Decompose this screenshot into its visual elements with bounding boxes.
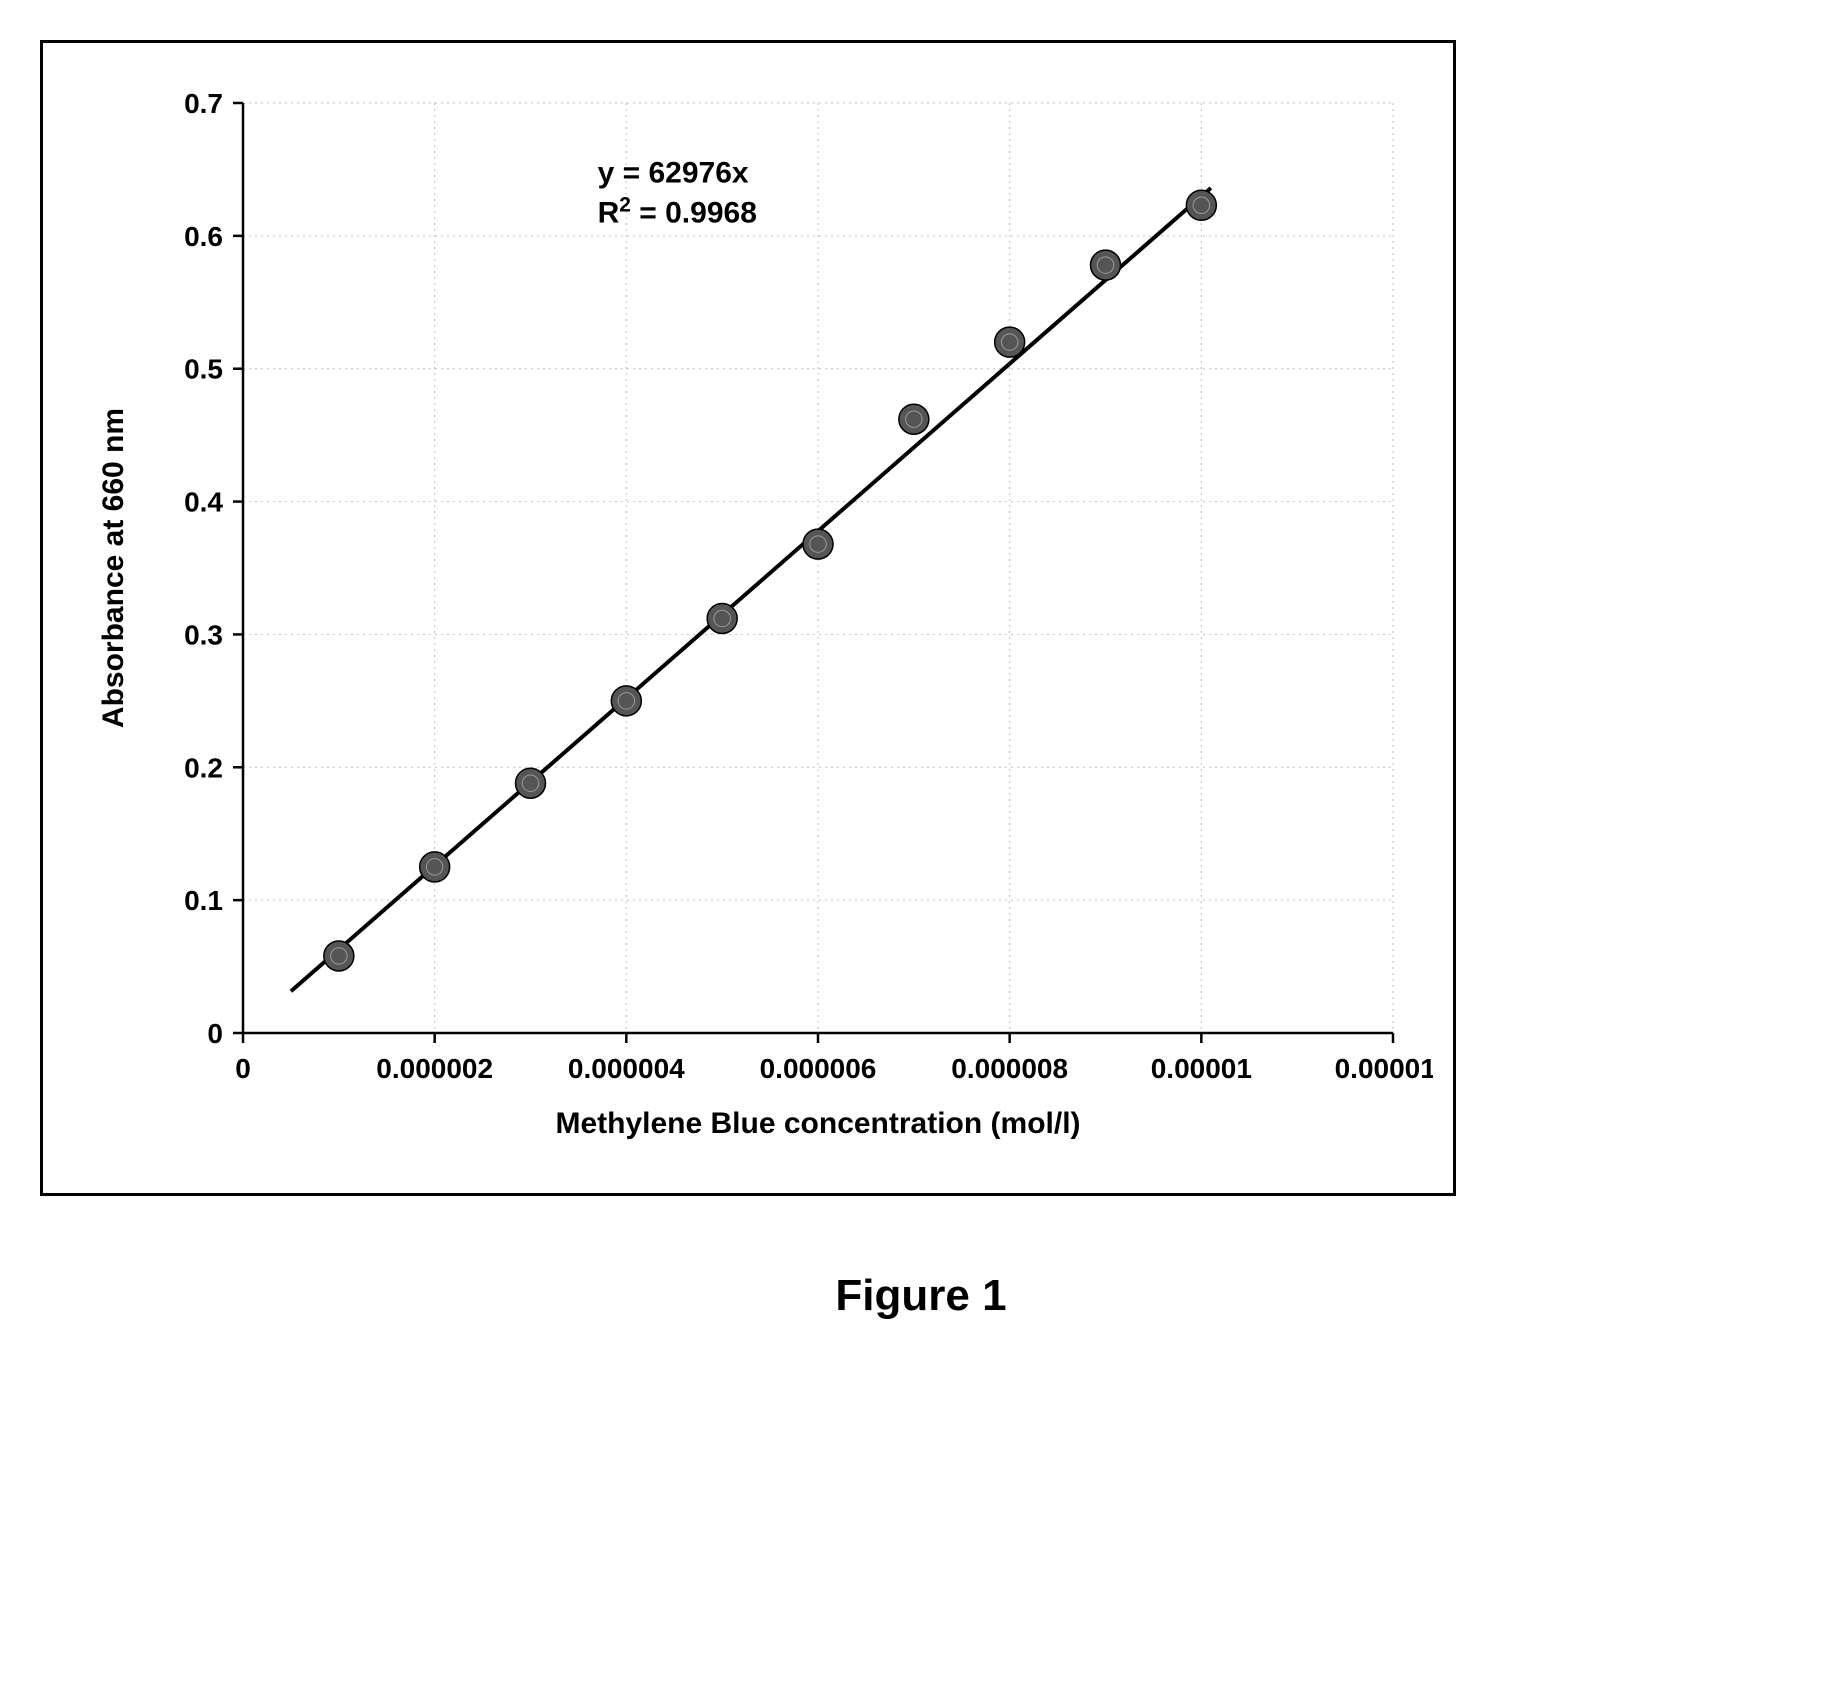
svg-text:0.000008: 0.000008: [951, 1053, 1068, 1084]
svg-text:0.000004: 0.000004: [568, 1053, 685, 1084]
svg-text:0.1: 0.1: [184, 885, 223, 916]
svg-text:0.000006: 0.000006: [760, 1053, 877, 1084]
svg-text:0: 0: [207, 1018, 223, 1049]
svg-text:0.000002: 0.000002: [376, 1053, 493, 1084]
svg-text:0.7: 0.7: [184, 88, 223, 119]
svg-text:0.4: 0.4: [184, 487, 223, 518]
svg-text:Methylene Blue concentration (: Methylene Blue concentration (mol/l): [555, 1107, 1080, 1140]
chart-container: 0 0.000002 0.000004 0.000006 0.000008 0.00001…: [63, 73, 1433, 1173]
svg-text:0.3: 0.3: [184, 619, 223, 650]
svg-text:0: 0: [235, 1053, 251, 1084]
svg-text:Absorbance at 660 nm: Absorbance at 660 nm: [97, 408, 130, 728]
chart-outer-frame: 0 0.000002 0.000004 0.000006 0.000008 0.00001…: [40, 40, 1456, 1196]
svg-text:0.6: 0.6: [184, 221, 223, 252]
svg-text:0.00001: 0.00001: [1151, 1053, 1252, 1084]
svg-text:0.000012: 0.000012: [1335, 1053, 1433, 1084]
svg-text:0.5: 0.5: [184, 354, 223, 385]
scatter-chart: 0 0.000002 0.000004 0.000006 0.000008 0.00001…: [63, 73, 1433, 1173]
svg-text:y = 62976x: y = 62976x: [598, 157, 749, 190]
svg-text:0.2: 0.2: [184, 752, 223, 783]
figure-caption: Figure 1: [40, 1271, 1802, 1321]
